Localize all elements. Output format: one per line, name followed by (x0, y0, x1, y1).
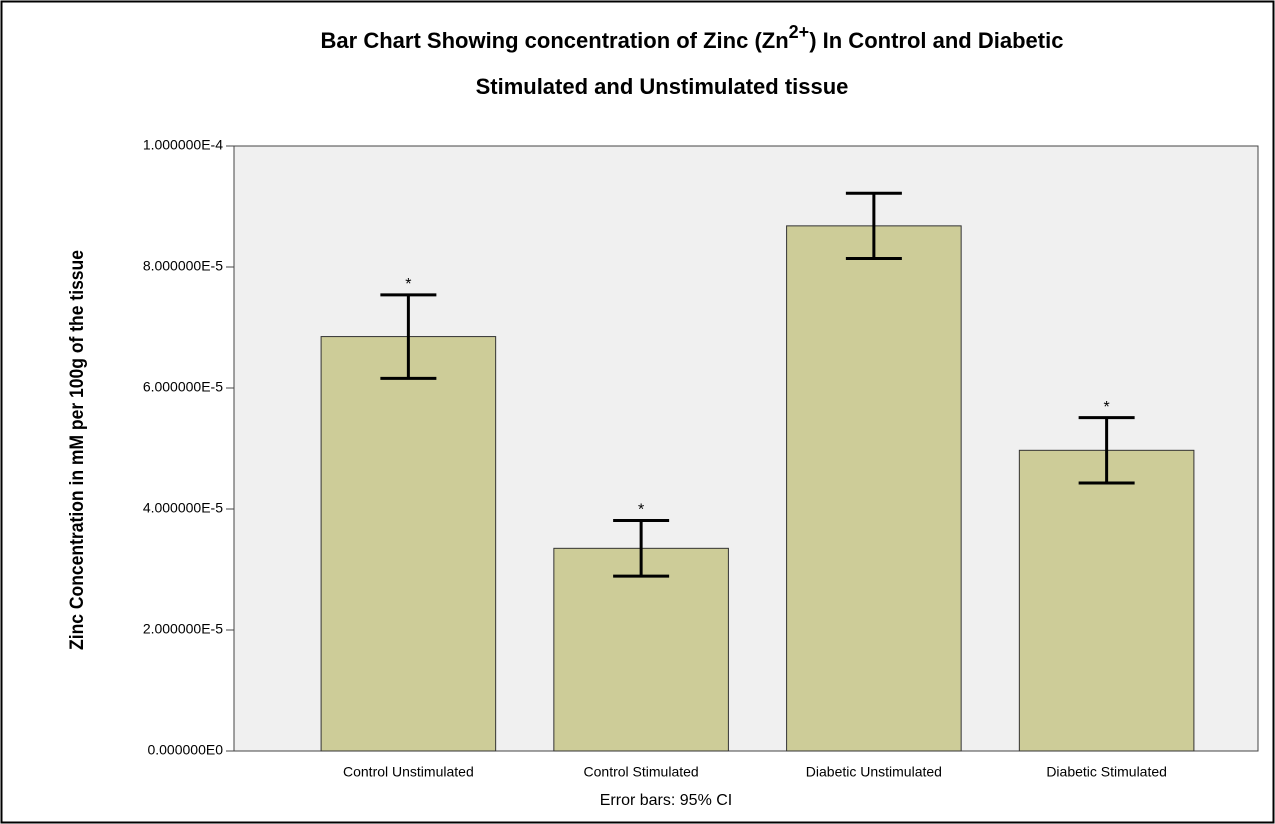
chart-title: Stimulated and Unstimulated tissue (476, 74, 849, 99)
y-tick-label: 4.000000E-5 (143, 500, 223, 516)
title-superscript: 2+ (789, 22, 810, 42)
bar (320, 336, 497, 752)
annotation: * (1104, 399, 1110, 416)
y-tick-label: 6.000000E-5 (143, 379, 223, 395)
footnote: Error bars: 95% CI (600, 792, 732, 809)
error-bar (1078, 416, 1135, 485)
annotation: * (638, 502, 644, 519)
y-axis-label: Zinc Concentration in mM per 100g of the… (67, 250, 88, 650)
bar (1018, 449, 1195, 752)
error-bar (845, 191, 902, 261)
chart-title: Bar Chart Showing concentration of Zinc … (321, 22, 1064, 53)
annotation: * (405, 276, 411, 293)
error-bar (380, 293, 437, 380)
y-tick-label: 8.000000E-5 (143, 258, 223, 274)
x-tick-label: Control Stimulated (584, 764, 699, 780)
title-part: Bar Chart Showing concentration of Zinc … (321, 28, 789, 53)
y-tick-label: 2.000000E-5 (143, 621, 223, 637)
x-tick-label: Diabetic Unstimulated (806, 764, 942, 780)
x-tick-label: Diabetic Stimulated (1046, 764, 1167, 780)
error-bar (613, 518, 670, 578)
y-tick-label: 0.000000E0 (147, 742, 223, 758)
x-tick-label: Control Unstimulated (343, 764, 474, 780)
bar (786, 225, 962, 752)
bar (553, 547, 729, 752)
y-tick-label: 1.000000E-4 (143, 137, 223, 153)
title-part: ) In Control and Diabetic (809, 28, 1063, 53)
